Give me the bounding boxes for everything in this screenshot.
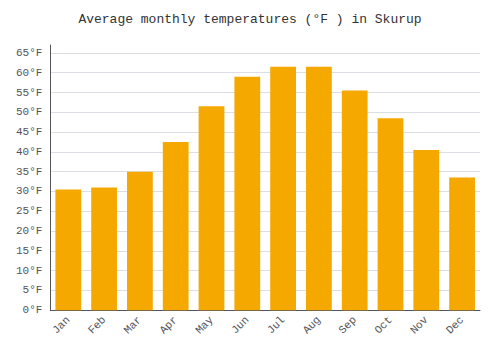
svg-text:35°F: 35°F xyxy=(16,166,42,178)
svg-text:30°F: 30°F xyxy=(16,185,42,197)
svg-text:Dec: Dec xyxy=(444,314,466,336)
svg-text:Feb: Feb xyxy=(86,314,108,336)
svg-text:55°F: 55°F xyxy=(16,87,42,99)
svg-text:5°F: 5°F xyxy=(23,284,43,296)
svg-text:Average monthly temperatures (: Average monthly temperatures (°F ) in Sk… xyxy=(78,12,421,27)
svg-text:Mar: Mar xyxy=(122,314,144,336)
svg-text:Nov: Nov xyxy=(408,314,431,337)
svg-text:15°F: 15°F xyxy=(16,245,42,257)
svg-text:50°F: 50°F xyxy=(16,106,42,118)
svg-text:65°F: 65°F xyxy=(16,47,42,59)
svg-text:0°F: 0°F xyxy=(23,304,43,316)
svg-text:Sep: Sep xyxy=(336,314,358,336)
svg-text:10°F: 10°F xyxy=(16,265,42,277)
svg-text:20°F: 20°F xyxy=(16,225,42,237)
svg-text:Jul: Jul xyxy=(265,314,287,336)
svg-text:Jun: Jun xyxy=(229,314,251,336)
svg-text:Jan: Jan xyxy=(50,314,72,336)
svg-text:45°F: 45°F xyxy=(16,126,42,138)
svg-text:25°F: 25°F xyxy=(16,205,42,217)
svg-text:Apr: Apr xyxy=(157,314,179,336)
svg-text:May: May xyxy=(193,314,216,337)
svg-text:40°F: 40°F xyxy=(16,146,42,158)
svg-text:Oct: Oct xyxy=(372,314,394,336)
svg-text:Aug: Aug xyxy=(301,314,323,336)
svg-text:60°F: 60°F xyxy=(16,67,42,79)
